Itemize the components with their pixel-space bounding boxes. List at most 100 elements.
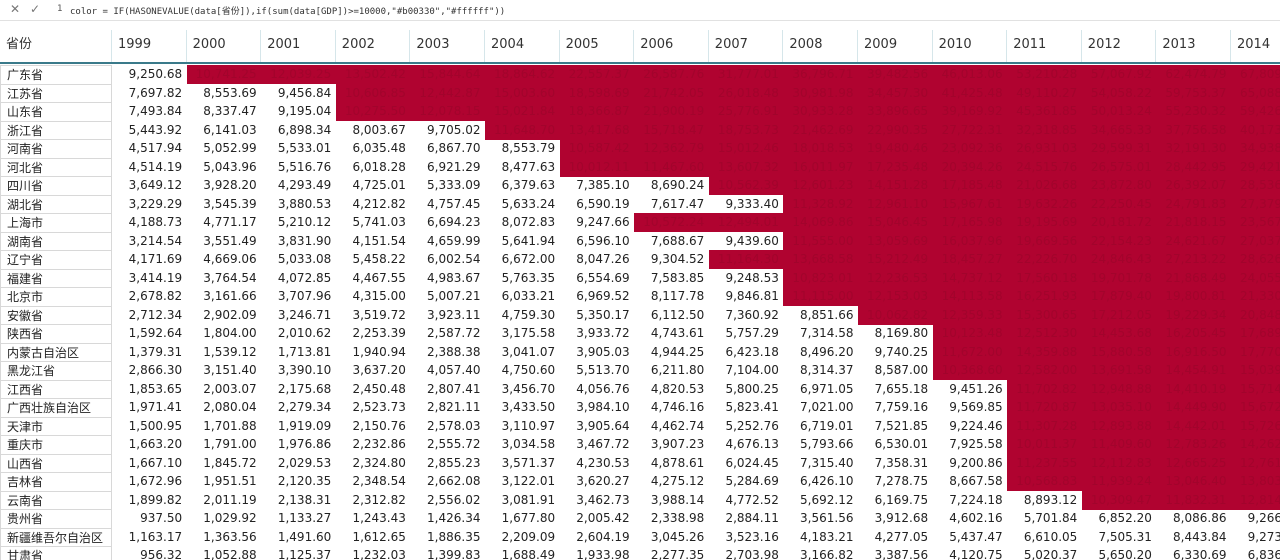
value-cell: 3,081.91 [501, 492, 556, 507]
value-cell: 53,210.28 [1007, 65, 1083, 84]
value-cell: 9,195.04 [277, 104, 332, 118]
value-cell: 8,553.69 [203, 85, 257, 100]
row-header[interactable]: 陕西省 [0, 324, 112, 344]
row-header[interactable]: 河南省 [0, 139, 112, 159]
row-header[interactable]: 贵州省 [0, 509, 112, 529]
row-header[interactable]: 新疆维吾尔自治区 [0, 527, 112, 547]
value-cell: 12,236.53 [858, 268, 934, 288]
column-header[interactable]: 2012 [1082, 30, 1157, 62]
value-cell: 2,312.82 [352, 492, 406, 507]
row-header[interactable]: 广东省 [0, 65, 112, 85]
row-header[interactable]: 山西省 [0, 453, 112, 473]
value-cell: 15,212.49 [858, 250, 934, 269]
value-cell: 17,879.40 [1081, 287, 1157, 306]
value-cell: 20,181.72 [1081, 213, 1157, 232]
column-header[interactable]: 2011 [1007, 30, 1082, 62]
value-cell: 6,018.28 [352, 159, 406, 174]
row-header[interactable]: 天津市 [0, 416, 112, 436]
row-header[interactable]: 安徽省 [0, 305, 112, 325]
row-header[interactable]: 重庆市 [0, 435, 112, 455]
value-cell: 9,250.68 [128, 67, 183, 81]
value-cell: 12,814.59 [1231, 490, 1280, 510]
value-cell: 4,212.82 [352, 196, 406, 211]
value-cell: 4,772.52 [725, 492, 779, 507]
value-cell: 2,338.98 [650, 511, 705, 525]
value-cell: 12,112.83 [1081, 453, 1157, 473]
row-header[interactable]: 福建省 [0, 268, 112, 288]
value-cell: 22,557.37 [559, 65, 635, 84]
row-header[interactable]: 江苏省 [0, 83, 112, 103]
column-header[interactable]: 2003 [410, 30, 485, 62]
column-header[interactable]: 2004 [485, 30, 560, 62]
row-header[interactable]: 北京市 [0, 287, 112, 307]
value-cell: 16,251.93 [1007, 287, 1083, 306]
value-cell: 14,359.88 [1007, 342, 1083, 362]
row-header[interactable]: 黑龙江省 [0, 361, 112, 381]
value-cell: 39,482.56 [858, 65, 934, 84]
row-header[interactable]: 内蒙古自治区 [0, 342, 112, 362]
cancel-icon[interactable]: ✕ [10, 2, 21, 16]
row-header[interactable]: 河北省 [0, 157, 112, 177]
value-cell: 1,663.20 [128, 437, 183, 451]
value-cell: 3,984.10 [576, 400, 630, 414]
value-cell: 1,899.82 [128, 492, 183, 507]
row-header[interactable]: 山东省 [0, 102, 112, 122]
row-header[interactable]: 吉林省 [0, 472, 112, 492]
value-cell: 9,304.52 [650, 252, 705, 266]
value-cell: 18,457.27 [932, 250, 1008, 269]
value-cell: 17,185.48 [932, 176, 1008, 195]
value-cell: 19,632.26 [1007, 194, 1083, 214]
value-cell: 7,104.00 [725, 363, 779, 377]
row-header[interactable]: 甘肃省 [0, 546, 112, 560]
commit-icon[interactable]: ✓ [30, 2, 41, 16]
value-cell: 55,230.32 [1156, 102, 1232, 121]
column-header[interactable]: 1999 [112, 30, 187, 62]
line-number: 1 [57, 4, 63, 14]
column-header[interactable]: 2002 [336, 30, 411, 62]
value-cell: 11,672.00 [932, 342, 1008, 362]
column-header[interactable]: 省份 [0, 30, 112, 62]
value-cell: 10,741.25 [186, 65, 262, 84]
value-cell: 4,514.19 [128, 159, 183, 174]
row-header[interactable]: 上海市 [0, 213, 112, 233]
column-header[interactable]: 2007 [709, 30, 784, 62]
value-cell: 2,523.73 [352, 400, 406, 414]
column-header[interactable]: 2008 [783, 30, 858, 62]
value-cell: 15,012.46 [708, 139, 784, 158]
value-cell: 3,988.14 [650, 492, 705, 507]
column-header[interactable]: 2009 [858, 30, 933, 62]
value-cell: 3,433.50 [501, 400, 556, 414]
value-cell: 7,583.85 [650, 270, 705, 285]
value-cell: 4,676.13 [725, 437, 779, 451]
value-cell: 30,981.98 [783, 83, 859, 103]
value-cell: 11,115.00 [783, 287, 859, 306]
column-header[interactable]: 2000 [187, 30, 262, 62]
value-cell: 8,314.37 [800, 363, 854, 377]
column-header[interactable]: 2001 [261, 30, 336, 62]
row-header[interactable]: 浙江省 [0, 120, 112, 140]
column-header[interactable]: 2006 [634, 30, 709, 62]
row-header[interactable]: 江西省 [0, 379, 112, 399]
value-cell: 937.50 [140, 511, 183, 525]
row-header[interactable]: 湖南省 [0, 231, 112, 251]
value-cell: 9,456.84 [277, 85, 332, 100]
value-cell: 3,545.39 [203, 196, 257, 211]
formula-text[interactable]: color = IF(HASONEVALUE(data[省份]),if(sum(… [70, 7, 506, 17]
column-header[interactable]: 2013 [1156, 30, 1231, 62]
column-header[interactable]: 2010 [933, 30, 1008, 62]
row-header[interactable]: 广西壮族自治区 [0, 398, 112, 418]
value-cell: 1,940.94 [352, 344, 406, 359]
row-header[interactable]: 云南省 [0, 490, 112, 510]
value-cell: 27,379.22 [1231, 194, 1280, 214]
value-cell: 5,458.22 [352, 252, 406, 266]
column-header[interactable]: 2005 [560, 30, 635, 62]
value-cell: 7,358.31 [874, 455, 929, 470]
row-header[interactable]: 四川省 [0, 176, 112, 196]
value-cell: 50,013.24 [1081, 102, 1157, 121]
column-header[interactable]: 2014 [1231, 30, 1280, 62]
row-header[interactable]: 湖北省 [0, 194, 112, 214]
value-cell: 5,443.92 [128, 122, 183, 137]
value-cell: 29,599.31 [1081, 139, 1157, 158]
row-header[interactable]: 辽宁省 [0, 250, 112, 270]
value-cell: 21,742.05 [634, 83, 710, 103]
